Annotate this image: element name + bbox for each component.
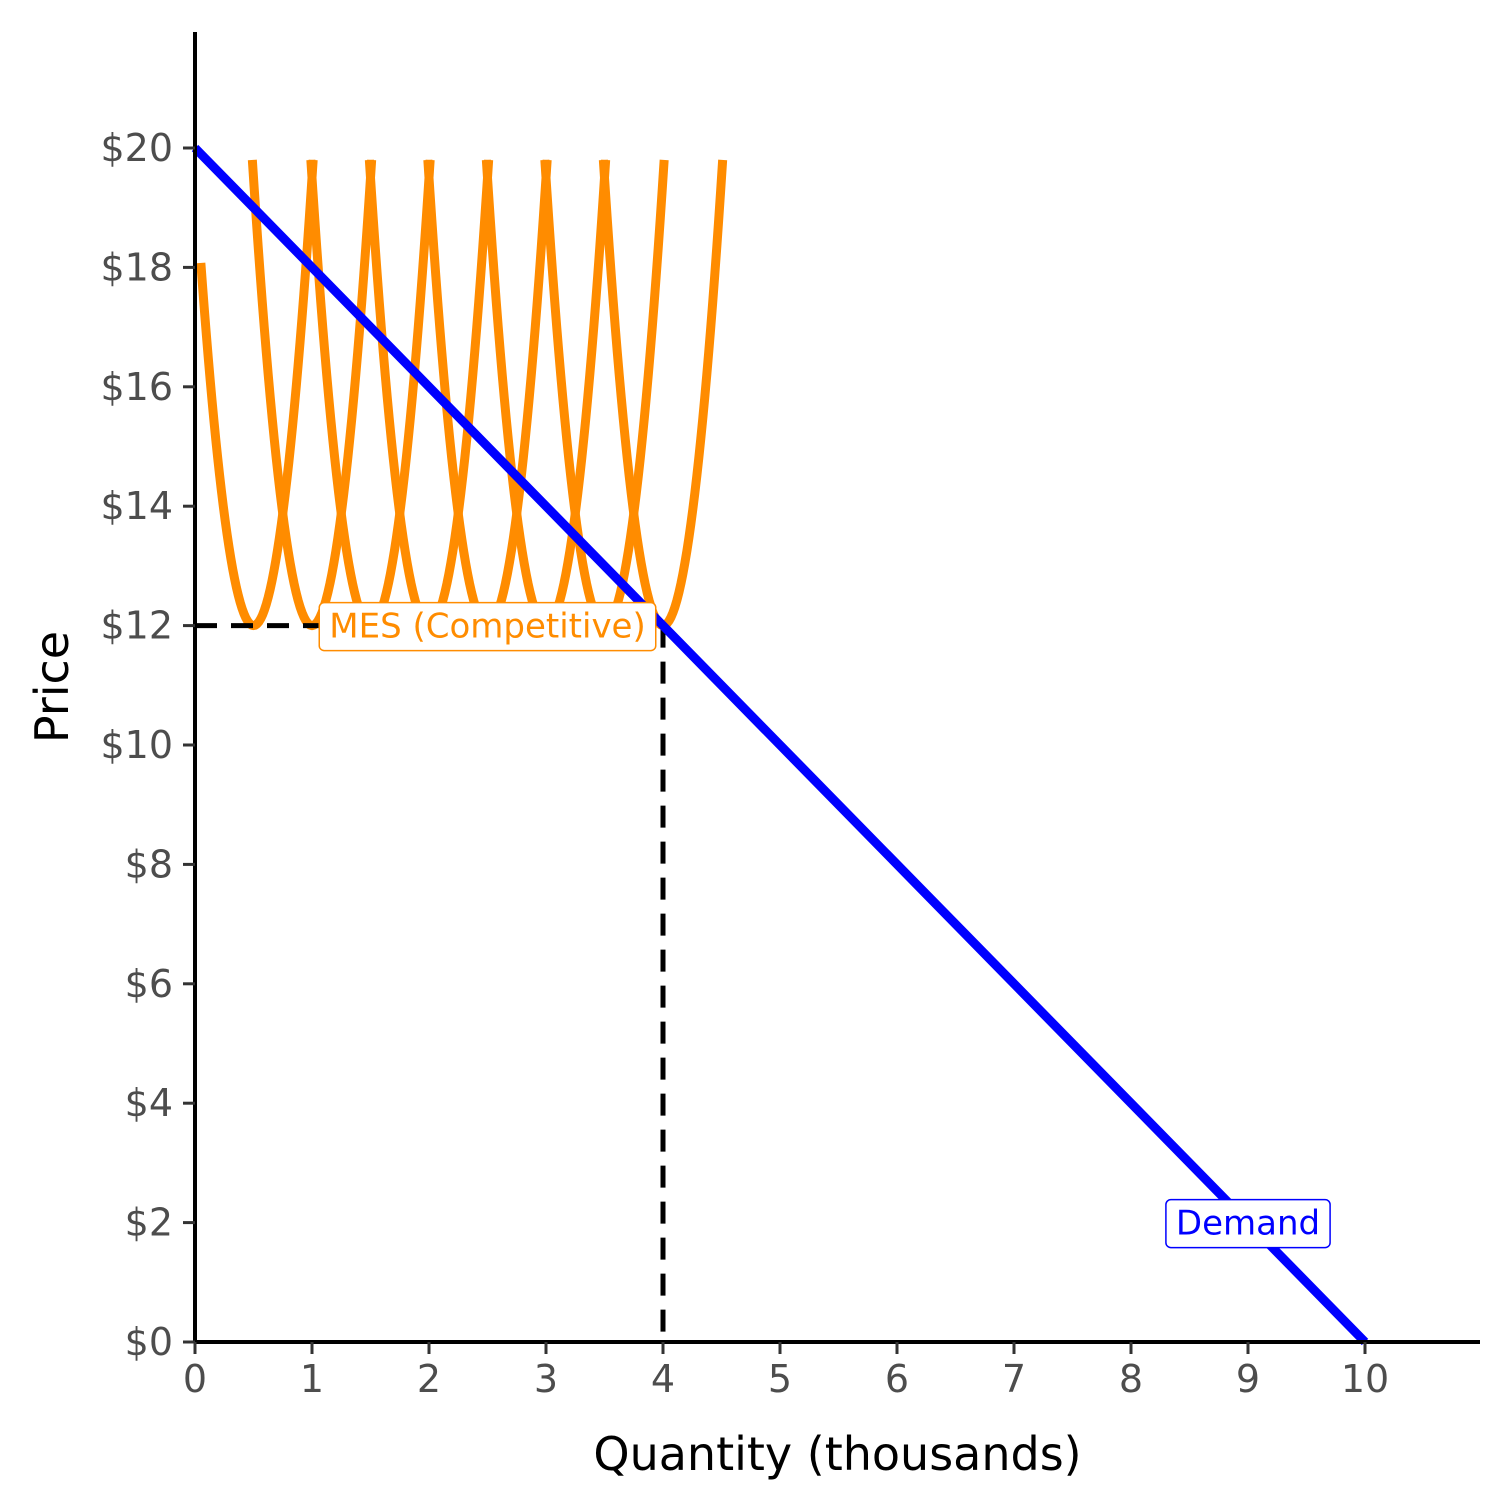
y-tick-label: $2 (125, 1201, 173, 1245)
y-tick-label: $8 (125, 842, 173, 886)
x-axis-title: Quantity (thousands) (593, 1427, 1081, 1481)
mes-label-box (318, 601, 657, 652)
x-tick-label: 2 (417, 1357, 441, 1401)
x-tick-label: 9 (1236, 1357, 1260, 1401)
demand-label-text: Demand (1176, 1204, 1320, 1244)
mes-label: MES (Competitive) (318, 601, 657, 652)
y-tick-label: $14 (100, 484, 173, 528)
y-tick-label: $4 (125, 1081, 173, 1125)
x-tick-label: 7 (1002, 1357, 1026, 1401)
x-tick-label: 10 (1341, 1357, 1389, 1401)
average-cost-curve-1 (196, 159, 318, 631)
demand-series (191, 144, 1369, 1346)
demand-label-box (1165, 1198, 1331, 1249)
x-tick-label: 5 (768, 1357, 792, 1401)
demand-line (191, 144, 1369, 1346)
x-tick-label: 1 (300, 1357, 324, 1401)
y-tick-label: $10 (100, 723, 173, 767)
x-tick-label: 3 (534, 1357, 558, 1401)
demand-label: Demand (1165, 1198, 1331, 1249)
y-axis-title: Price (25, 631, 79, 743)
y-tick-label: $18 (100, 245, 173, 289)
y-tick-label: $20 (100, 126, 173, 170)
mes-reference-lines (195, 623, 666, 1342)
y-tick-label: $16 (100, 365, 173, 409)
x-tick-label: 0 (183, 1357, 207, 1401)
x-tick-label: 8 (1119, 1357, 1143, 1401)
axes: 0 1 2 3 4 5 6 7 8 9 10 $0 $2 $4 $6 $8 $10 $12 $14 $16 $18 $20 (100, 32, 1480, 1401)
x-tick-label: 4 (651, 1357, 675, 1401)
y-tick-label: $6 (125, 962, 173, 1006)
x-tick-label: 6 (885, 1357, 909, 1401)
y-tick-label: $0 (125, 1320, 173, 1364)
mes-label-text: MES (Competitive) (329, 607, 646, 647)
y-tick-label: $12 (100, 604, 173, 648)
annotations: MES (Competitive) Demand (318, 601, 1331, 1249)
